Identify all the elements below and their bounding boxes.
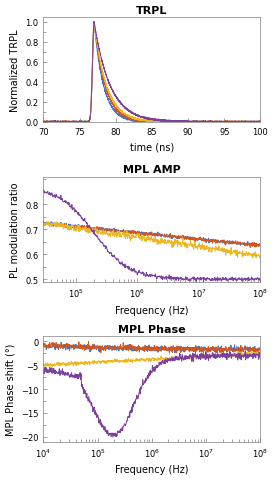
Y-axis label: MPL Phase shift (°): MPL Phase shift (°) — [5, 343, 16, 435]
Y-axis label: Normalized TRPL: Normalized TRPL — [10, 29, 20, 111]
X-axis label: Frequency (Hz): Frequency (Hz) — [115, 305, 189, 315]
Title: MPL AMP: MPL AMP — [123, 165, 181, 175]
Title: MPL Phase: MPL Phase — [118, 324, 186, 335]
X-axis label: Frequency (Hz): Frequency (Hz) — [115, 465, 189, 474]
Y-axis label: PL modulation ratio: PL modulation ratio — [10, 182, 20, 277]
X-axis label: time (ns): time (ns) — [130, 142, 174, 152]
Title: TRPL: TRPL — [136, 6, 168, 15]
